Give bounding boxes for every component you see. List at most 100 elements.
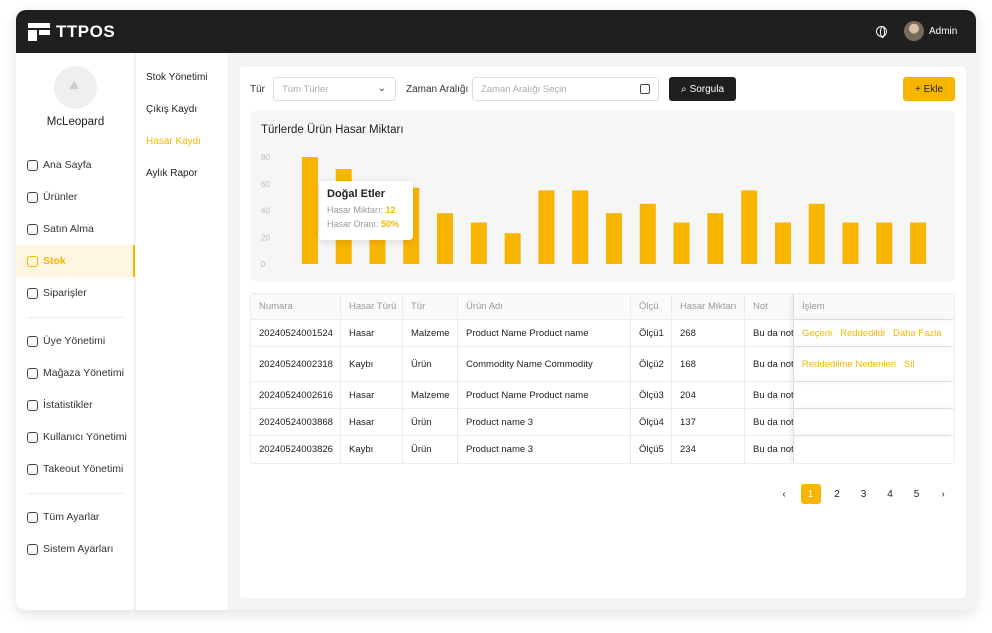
add-button[interactable]: + Ekle [903,77,955,101]
main-content: Tür Tüm Türler ⌄ Zaman Aralığı Zaman Ara… [240,67,966,598]
sidebar-item-ana-sayfa[interactable]: Ana Sayfa [16,149,135,181]
chart-bar[interactable] [673,222,690,264]
cell-actions: Geçerli Reddedildi Daha Fazla [794,320,954,346]
date-range-placeholder: Zaman Aralığı Seçin [481,84,567,95]
chart-bar[interactable] [504,233,521,264]
sidebar-item-urunler[interactable]: Ürünler [16,181,135,213]
chart-bar[interactable] [707,213,724,264]
calendar-icon [640,84,650,94]
sidebar-item-siparisler[interactable]: Siparişler [16,277,135,309]
table-header: Numara Hasar Türü Tür Ürün Adı Ölçü Hasa… [251,294,954,320]
chart-bar[interactable] [774,222,791,264]
cell-unit: Ölçü4 [631,409,672,435]
profile-name: McLeopard [46,116,105,128]
query-button[interactable]: ⌕ Sorgula [669,77,736,101]
cell-number: 20240524003868 [251,409,341,435]
cell-product: Product Name Product name [458,382,631,408]
add-button-label: + Ekle [914,83,944,95]
chart-tooltip: Doğal Etler Hasar Miktarı: 12 Hasar Oran… [319,181,413,240]
tooltip-value: 12 [385,205,396,215]
more-link[interactable]: Daha Fazla [893,327,942,339]
rejection-reasons-link[interactable]: Reddedilme Nedenleri [802,358,896,370]
sidebar-item-satin-alma[interactable]: Satın Alma [16,213,135,245]
cell-number: 20240524003826 [251,436,341,463]
cell-damage-type: Kaybı [341,347,403,381]
chart-bar[interactable] [842,222,859,264]
cell-type: Malzeme [403,320,458,346]
damage-chart: Türlerde Ürün Hasar Miktarı 0 20 40 60 80 Do… [250,111,955,281]
table-row[interactable]: 20240524001524 Hasar Malzeme Product Nam… [251,320,954,347]
chart-bar[interactable] [301,157,318,264]
delete-link[interactable]: Sil [904,358,915,370]
date-range-input[interactable]: Zaman Aralığı Seçin [472,77,659,101]
chart-bar[interactable] [741,190,758,264]
column-header[interactable]: Tür [403,294,458,319]
subnav-item-stok-yonetimi[interactable]: Stok Yönetimi [146,72,208,83]
sidebar-item-tum-ayarlar[interactable]: Tüm Ayarlar [16,501,135,533]
column-header[interactable]: Not [745,294,794,319]
home-icon [27,159,38,171]
column-header[interactable]: Hasar Miktarı [672,294,745,319]
logo[interactable]: TTPOS [28,22,115,42]
profile-picture [54,66,97,109]
chart-bar[interactable] [572,190,589,264]
orders-icon [27,287,38,299]
time-range-label: Zaman Aralığı [406,84,469,95]
tooltip-row: Hasar Miktarı: 12 [327,205,405,215]
table-row[interactable]: 20240524002616 Hasar Malzeme Product Nam… [251,382,954,409]
chart-bar[interactable] [639,203,656,264]
page-button[interactable]: 5 [913,488,920,500]
column-header[interactable]: Numara [251,294,341,319]
chart-bar[interactable] [437,213,454,264]
chart-bar[interactable] [910,222,927,264]
page-button[interactable]: 3 [860,488,867,500]
cell-note: Bu da nottur [745,320,794,346]
table-row[interactable]: 20240524003868 Hasar Ürün Product name 3… [251,409,954,436]
subnav-item-aylik-rapor[interactable]: Aylık Rapor [146,168,198,179]
approve-link[interactable]: Geçerli [802,327,833,339]
cell-quantity: 234 [672,436,745,463]
cell-actions [794,436,954,463]
reject-link[interactable]: Reddedildi [840,327,885,339]
column-header[interactable]: Ölçü [631,294,672,319]
store-icon [27,367,38,379]
chart-bar[interactable] [538,190,555,264]
subnav-item-hasar-kaydi[interactable]: Hasar Kaydı [146,136,202,147]
sidebar-item-kullanici-yonetimi[interactable]: Kullanıcı Yönetimi [16,421,135,453]
chart-bar[interactable] [808,203,825,264]
type-select[interactable]: Tüm Türler ⌄ [273,77,396,101]
sidebar-item-uye-yonetimi[interactable]: Üye Yönetimi [16,325,135,357]
next-page-button[interactable]: › [941,488,945,500]
cell-actions [794,382,954,408]
sidebar-item-label: Mağaza Yönetimi [43,367,124,379]
chart-bar[interactable] [606,213,622,264]
table-row[interactable]: 20240524003826 Kaybı Ürün Product name 3… [251,436,954,463]
cell-product: Product Name Product name [458,320,631,346]
sidebar-item-label: Ürünler [43,191,78,203]
prev-page-button[interactable]: ‹ [782,488,786,500]
avatar[interactable] [904,21,924,41]
cell-unit: Ölçü5 [631,436,672,463]
sidebar-item-stok[interactable]: Stok [16,245,135,277]
cell-note: Bu da nottur [745,347,794,381]
globe-icon[interactable] [876,26,887,38]
sidebar-item-sistem-ayarlari[interactable]: Sistem Ayarları [16,533,135,565]
sidebar-item-label: Sistem Ayarları [43,543,114,555]
users-icon [27,431,38,443]
sidebar-item-istatistikler[interactable]: İstatistikler [16,389,135,421]
tooltip-title: Doğal Etler [327,188,386,200]
page-button[interactable]: 4 [887,488,893,500]
chart-bar[interactable] [876,222,893,264]
sidebar: McLeopard Ana Sayfa Ürünler Satın Alma S… [16,53,135,610]
page-button[interactable]: 1 [800,484,821,504]
chart-bar[interactable] [470,222,487,264]
page-button[interactable]: 2 [834,488,840,500]
table-row[interactable]: 20240524002318 Kaybı Ürün Commodity Name… [251,347,954,382]
column-header[interactable]: Ürün Adı [458,294,631,319]
chart-title: Türlerde Ürün Hasar Miktarı [261,124,404,136]
column-header[interactable]: Hasar Türü [341,294,403,319]
sidebar-item-takeout-yonetimi[interactable]: Takeout Yönetimi [16,453,135,485]
subnav-item-cikis-kaydi[interactable]: Çıkış Kaydı [146,104,198,115]
user-name[interactable]: Admin [929,26,958,37]
sidebar-item-magaza-yonetimi[interactable]: Mağaza Yönetimi [16,357,135,389]
